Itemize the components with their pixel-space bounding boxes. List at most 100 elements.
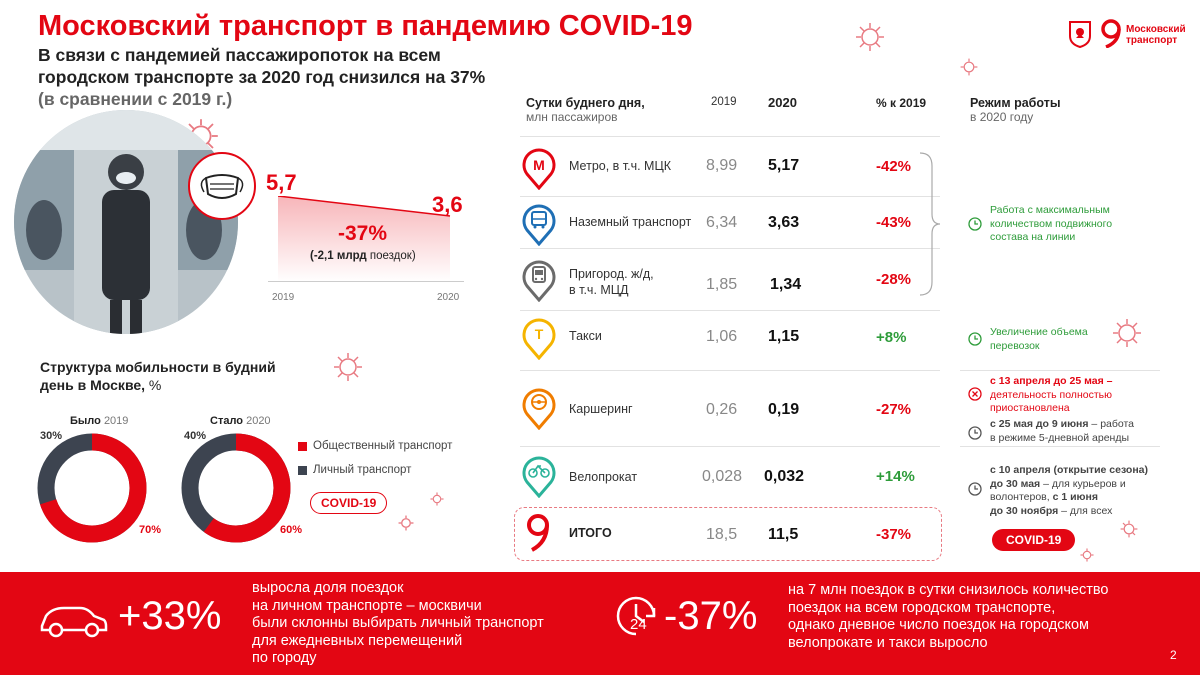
subtitle-line-2: городском транспорте за 2020 год снизилс… <box>38 67 486 87</box>
row-divider <box>520 310 940 311</box>
row-2020-carsharing: 0,19 <box>768 401 800 418</box>
row-label-train: Пригород. ж/д, в т.ч. МЦД <box>569 266 654 298</box>
mode-carsharing-resumed: с 25 мая до 9 июня – работа в режиме 5-д… <box>990 418 1134 445</box>
decline-area <box>278 196 451 282</box>
row-pct-train: -28% <box>876 271 912 288</box>
svg-text:T: T <box>535 326 544 342</box>
footer-banner: +33% выросла доля поездок на личном тран… <box>0 572 1200 675</box>
legend-private-swatch <box>298 466 307 475</box>
metro-icon: M <box>522 148 556 190</box>
mode-bike-line2-bold: до 30 мая <box>990 477 1041 490</box>
mode-bike-line2-rest: – для курьеров и <box>1040 477 1126 490</box>
face-mask-badge <box>188 152 256 220</box>
row-2020-metro: 5,17 <box>768 157 800 174</box>
mode-divider <box>960 370 1160 371</box>
legend-public-swatch <box>298 442 307 451</box>
footer-right-line4: велопрокате и такси выросло <box>788 634 988 651</box>
decline-note-rest: поездок) <box>366 250 416 262</box>
row-label-train-line2: в т.ч. МЦД <box>569 283 629 297</box>
footer-icon-24-label: 24 <box>630 616 647 633</box>
carsharing-icon <box>522 388 556 430</box>
footer-left-line1: выросла доля поездок <box>252 580 404 596</box>
row-divider <box>520 136 940 137</box>
footer-right-line2: поездок на всем городском транспорте, <box>788 599 1056 616</box>
taxi-icon: T <box>522 318 556 360</box>
row-label-carsharing: Каршеринг <box>569 402 633 416</box>
row-pct-metro: -42% <box>876 158 912 175</box>
row-2019-taxi: 1,06 <box>706 328 738 345</box>
footer-left-stat: +33% <box>118 594 222 638</box>
metro-passenger-photo <box>14 110 238 334</box>
decline-year-end: 2020 <box>437 292 460 303</box>
mode-taxi: Увеличение объема перевозок <box>990 326 1088 353</box>
clock-24-icon <box>616 596 656 636</box>
svg-text:M: M <box>533 157 545 173</box>
train-icon <box>522 260 556 302</box>
row-2019-carsharing: 0,26 <box>706 401 738 418</box>
structure-title-line2-bold: день в Москве, <box>40 377 146 393</box>
decline-end-value: 3,6 <box>432 192 463 217</box>
donut-before-label: Было 2019 <box>70 415 128 427</box>
donut-before-year: 2019 <box>103 415 129 427</box>
row-2020-train: 1,34 <box>770 276 802 293</box>
decline-start-value: 5,7 <box>266 170 297 195</box>
row-2019-bike: 0,028 <box>702 468 743 485</box>
decline-note-bold: (-2,1 млрд <box>310 250 367 262</box>
mode-bike-line4-bold: до 30 ноября <box>990 504 1059 517</box>
footer-right-text: на 7 млн поездок в сутки снизилось колич… <box>788 582 1108 652</box>
mode-carsharing-resumed-rest: – работа <box>1088 418 1135 430</box>
logo-text-line-2: транспорт <box>1126 35 1178 46</box>
donut-after-label-text: Стало <box>210 415 244 427</box>
virus-decoration-icon <box>960 58 978 76</box>
page-subtitle: В связи с пандемией пассажиропоток на вс… <box>38 44 485 110</box>
group-bracket <box>919 152 941 296</box>
decline-note: (-2,1 млрд поездок) <box>310 250 416 262</box>
total-pct: -37% <box>876 526 912 543</box>
mode-bike-line1: с 10 апреля (открытие сезона) <box>990 464 1149 476</box>
page-title: Московский транспорт в пандемию COVID-19 <box>38 10 693 42</box>
mode-max-capacity-line1: Работа с максимальным <box>990 204 1110 216</box>
mode-max-capacity-line2: количеством подвижного <box>990 217 1113 230</box>
legend-public-label: Общественный транспорт <box>313 440 453 452</box>
row-divider <box>520 196 940 197</box>
table-header-label-line1: Сутки буднего дня, <box>526 96 645 110</box>
donut-before <box>37 433 147 543</box>
donut-after-year: 2020 <box>246 415 271 427</box>
mode-bike-line4-rest: – для всех <box>1058 504 1113 517</box>
table-header-2020: 2020 <box>768 95 797 110</box>
row-2020-bike: 0,032 <box>764 468 805 485</box>
subtitle-line-3: (в сравнении с 2019 г.) <box>38 89 233 109</box>
total-label: ИТОГО <box>569 526 612 540</box>
logo-text-line-1: Московский <box>1126 24 1186 35</box>
donut-after <box>181 433 291 543</box>
clock-icon <box>968 332 982 346</box>
row-2019-metro: 8,99 <box>706 157 738 174</box>
mode-divider <box>960 446 1160 447</box>
clock-icon <box>968 482 982 496</box>
mode-bike-line3-bold: с 1 июня <box>1052 491 1098 503</box>
structure-title-line2-rest: % <box>145 377 162 393</box>
footer-left-line5: по городу <box>252 650 317 666</box>
donut-before-private-pct: 30% <box>40 430 63 442</box>
covid-badge-bottom: COVID-19 <box>992 529 1076 551</box>
donut-after-label: Стало 2020 <box>210 415 271 427</box>
donut-before-public-pct: 70% <box>139 524 162 536</box>
structure-title-line1: Структура мобильности в будний <box>40 359 276 375</box>
legend-private-label: Личный транспорт <box>313 464 412 476</box>
row-label-bus: Наземный транспорт <box>569 215 692 229</box>
table-header-label-line2: млн пассажиров <box>526 110 618 124</box>
mode-taxi-line2: перевозок <box>990 339 1040 352</box>
table-header-pct: % к 2019 <box>876 96 927 110</box>
decline-axis <box>268 281 464 282</box>
mode-carsharing-resumed-line2: в режиме 5-дневной аренды <box>990 431 1130 444</box>
row-divider <box>520 446 940 447</box>
transport-logo-icon <box>527 514 549 552</box>
donut-before-public-segment <box>37 433 147 543</box>
row-pct-taxi: +8% <box>876 329 907 346</box>
row-2019-bus: 6,34 <box>706 214 738 231</box>
row-pct-bike: +14% <box>876 468 915 485</box>
decline-year-start: 2019 <box>272 292 295 303</box>
total-2019: 18,5 <box>706 526 738 543</box>
footer-left-text: выросла доля поездок на личном транспорт… <box>252 580 544 668</box>
mode-carsharing-suspended-line1: с 13 апреля до 25 мая – <box>990 375 1113 387</box>
